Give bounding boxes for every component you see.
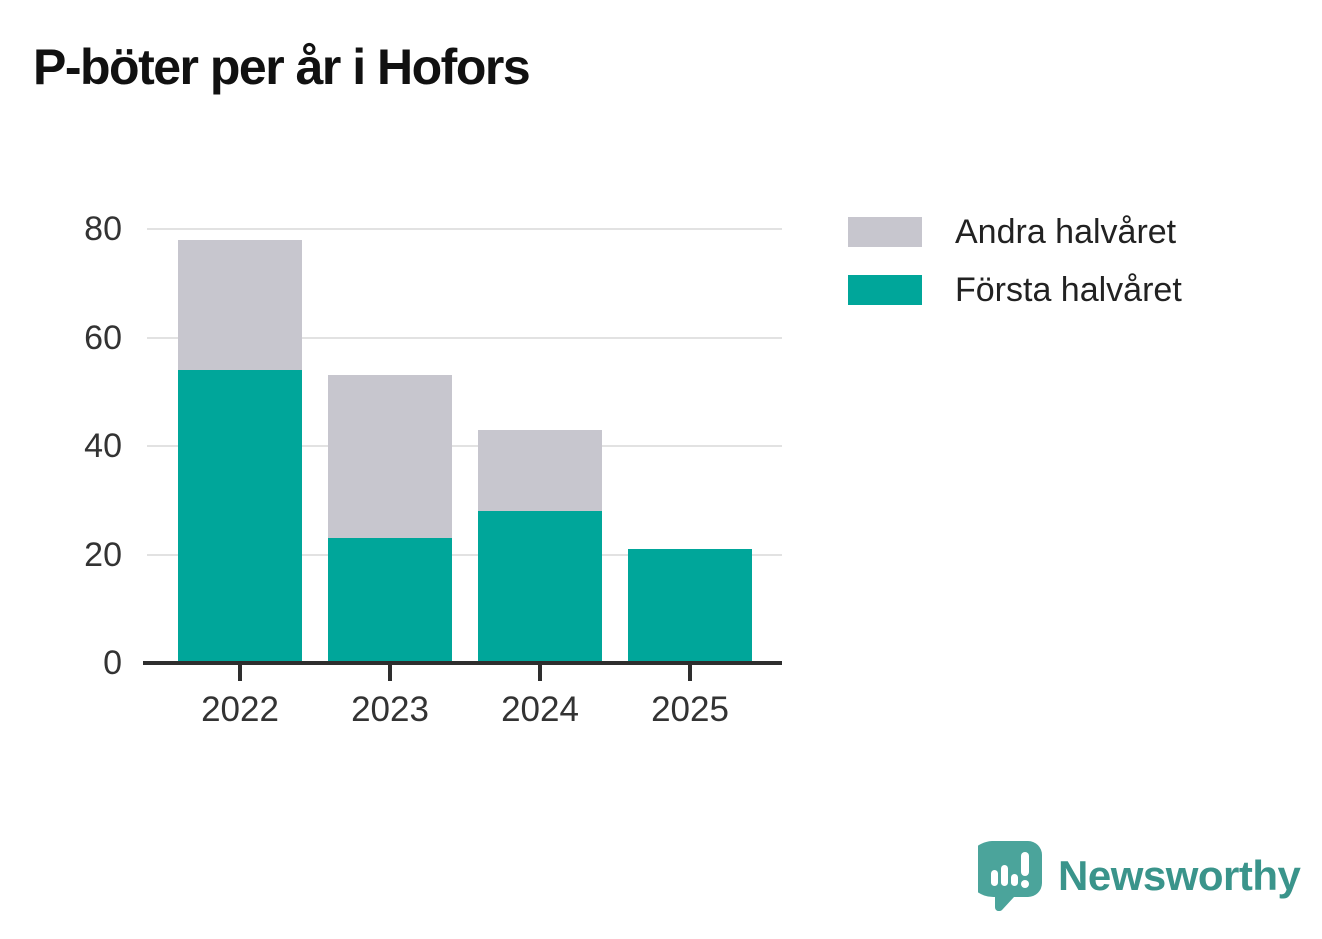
legend-swatch-1 [848,275,922,305]
x-axis-line [143,661,782,665]
gridline-y-20 [147,553,782,556]
x-axis-label-2023: 2023 [351,690,429,729]
x-tick-2022 [238,665,242,681]
y-axis-label-20: 20 [84,535,122,574]
x-tick-2025 [688,665,692,681]
chart-title: P-böter per år i Hofors [33,39,531,95]
legend-swatch-0 [848,217,922,247]
legend-item-1: Första halvåret [848,271,1182,309]
legend: Andra halvåret Första halvåret [848,213,1182,333]
logo-exclamation-dot [1021,880,1029,888]
gridline-y-80 [147,228,782,230]
legend-label-1: Första halvåret [955,270,1182,309]
logo-bar-2 [1001,865,1008,886]
y-axis-label-0: 0 [103,644,122,682]
legend-label-0: Andra halvåret [955,212,1177,251]
y-axis-label-40: 40 [84,427,122,465]
bar-2025-f-rsta-halv-ret [628,549,752,663]
newsworthy-logo-icon [978,841,1042,911]
bar-2024-andra-halv-ret [478,429,602,512]
bar-2024-f-rsta-halv-ret [478,511,602,663]
y-axis-label-80: 80 [84,210,122,248]
x-tick-2024 [538,665,542,681]
x-axis-label-2022: 2022 [201,690,279,729]
x-tick-2023 [388,665,392,681]
y-axis-label-60: 60 [84,318,122,357]
bar-2022-f-rsta-halv-ret [178,370,302,663]
logo-bar-1 [991,870,998,886]
legend-item-0: Andra halvåret [848,213,1182,251]
bar-2022-andra-halv-ret [178,239,302,371]
gridline-y-60 [147,336,782,339]
bar-2023-andra-halv-ret [328,375,452,539]
gridline-y-40 [147,445,782,447]
branding: Newsworthy [978,841,1301,911]
newsworthy-logo-text: Newsworthy [1058,852,1301,899]
x-axis-label-2024: 2024 [501,690,579,729]
logo-exclamation-line [1021,852,1029,876]
bar-2023-f-rsta-halv-ret [328,538,452,663]
x-axis-label-2025: 2025 [651,690,729,729]
logo-bar-3 [1011,874,1018,886]
